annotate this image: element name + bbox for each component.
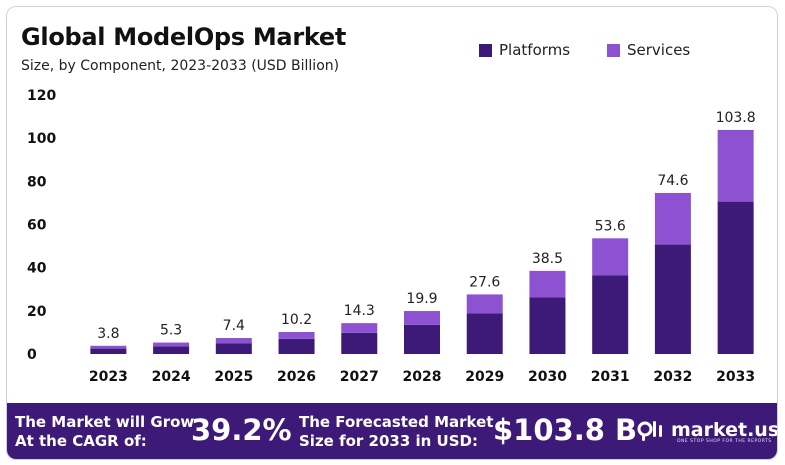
x-tick-label: 2025	[214, 369, 253, 385]
cagr-value: 39.2%	[191, 413, 292, 447]
forecast-label-line2: Size for 2033 in USD:	[299, 432, 478, 450]
legend-item-platforms: Platforms	[479, 41, 570, 59]
bar-services-2027	[341, 323, 378, 333]
chart-card: Global ModelOps Market Size, by Componen…	[6, 6, 778, 460]
data-label-total: 38.5	[532, 251, 563, 267]
x-tick-label: 2031	[591, 369, 630, 385]
y-tick-label: 60	[27, 218, 47, 234]
brand-name: market.us	[671, 419, 778, 441]
bar-platforms-2030	[529, 297, 566, 354]
x-tick-label: 2028	[403, 369, 442, 385]
bar-services-2025	[215, 338, 252, 344]
bar-platforms-2023	[90, 348, 127, 354]
brand-logo: market.us ONE STOP SHOP FOR THE REPORTS	[637, 417, 778, 444]
data-label-total: 14.3	[344, 303, 375, 319]
bar-platforms-2028	[404, 324, 440, 354]
bar-services-2028	[404, 311, 440, 325]
legend-label-services: Services	[627, 41, 691, 59]
data-label-total: 5.3	[160, 323, 182, 339]
chart-subtitle: Size, by Component, 2023-2033 (USD Billi…	[21, 58, 340, 74]
bar-platforms-2032	[654, 244, 691, 354]
y-tick-label: 20	[27, 304, 47, 320]
market-us-logo-icon	[637, 421, 662, 441]
x-tick-label: 2023	[89, 369, 128, 385]
bar-services-2032	[654, 192, 691, 245]
data-label-total: 27.6	[469, 274, 500, 290]
bar-services-2023	[90, 345, 127, 349]
bar-platforms-2025	[215, 343, 252, 354]
x-tick-label: 2024	[152, 369, 191, 385]
chart-title: Global ModelOps Market	[21, 23, 347, 51]
y-tick-label: 0	[27, 347, 37, 363]
data-label-total: 103.8	[716, 110, 756, 126]
bar-services-2029	[466, 294, 503, 314]
bar-services-2024	[153, 342, 190, 347]
data-label-total: 19.9	[406, 291, 437, 307]
legend-swatch-platforms	[479, 43, 492, 57]
data-label-total: 74.6	[657, 173, 688, 189]
x-tick-label: 2032	[653, 369, 692, 385]
legend-label-platforms: Platforms	[499, 41, 571, 59]
x-tick-label: 2033	[716, 369, 755, 385]
y-tick-label: 40	[27, 261, 47, 277]
brand-tagline: ONE STOP SHOP FOR THE REPORTS	[677, 439, 772, 444]
bar-services-2031	[592, 238, 629, 276]
bar-platforms-2026	[278, 338, 315, 354]
footer-banner: The Market will Grow At the CAGR of: 39.…	[7, 403, 777, 459]
cagr-label-line2: At the CAGR of:	[15, 432, 147, 450]
bar-platforms-2027	[341, 332, 378, 354]
bar-services-2033	[717, 129, 754, 202]
forecast-label-line1: The Forecasted Market	[299, 413, 494, 431]
data-label-total: 53.6	[595, 218, 626, 234]
legend-item-services: Services	[607, 41, 690, 59]
x-tick-label: 2030	[528, 369, 567, 385]
x-tick-label: 2029	[465, 369, 504, 385]
data-label-total: 3.8	[97, 326, 119, 342]
data-label-total: 7.4	[223, 318, 245, 334]
data-label-total: 10.2	[281, 312, 312, 328]
x-tick-label: 2026	[277, 369, 316, 385]
bar-platforms-2029	[466, 313, 503, 354]
bar-platforms-2024	[153, 346, 190, 354]
x-tick-label: 2027	[340, 369, 379, 385]
forecast-value: $103.8 B	[493, 413, 638, 447]
forecast-label: The Forecasted Market Size for 2033 in U…	[299, 413, 493, 451]
bar-services-2030	[529, 270, 566, 298]
bar-services-2026	[278, 331, 315, 339]
bar-platforms-2031	[592, 275, 629, 354]
legend-swatch-services	[607, 43, 620, 57]
y-tick-label: 80	[27, 174, 47, 190]
cagr-label: The Market will Grow At the CAGR of:	[15, 413, 194, 451]
stacked-bar-chart: 0 20 40 60 80 100 120 3.8 2023 5.3 2024 7.4 2025 10.2…	[27, 88, 756, 385]
y-tick-label: 120	[27, 88, 56, 104]
cagr-label-line1: The Market will Grow	[15, 413, 195, 431]
bar-platforms-2033	[717, 201, 754, 354]
y-tick-label: 100	[27, 131, 56, 147]
